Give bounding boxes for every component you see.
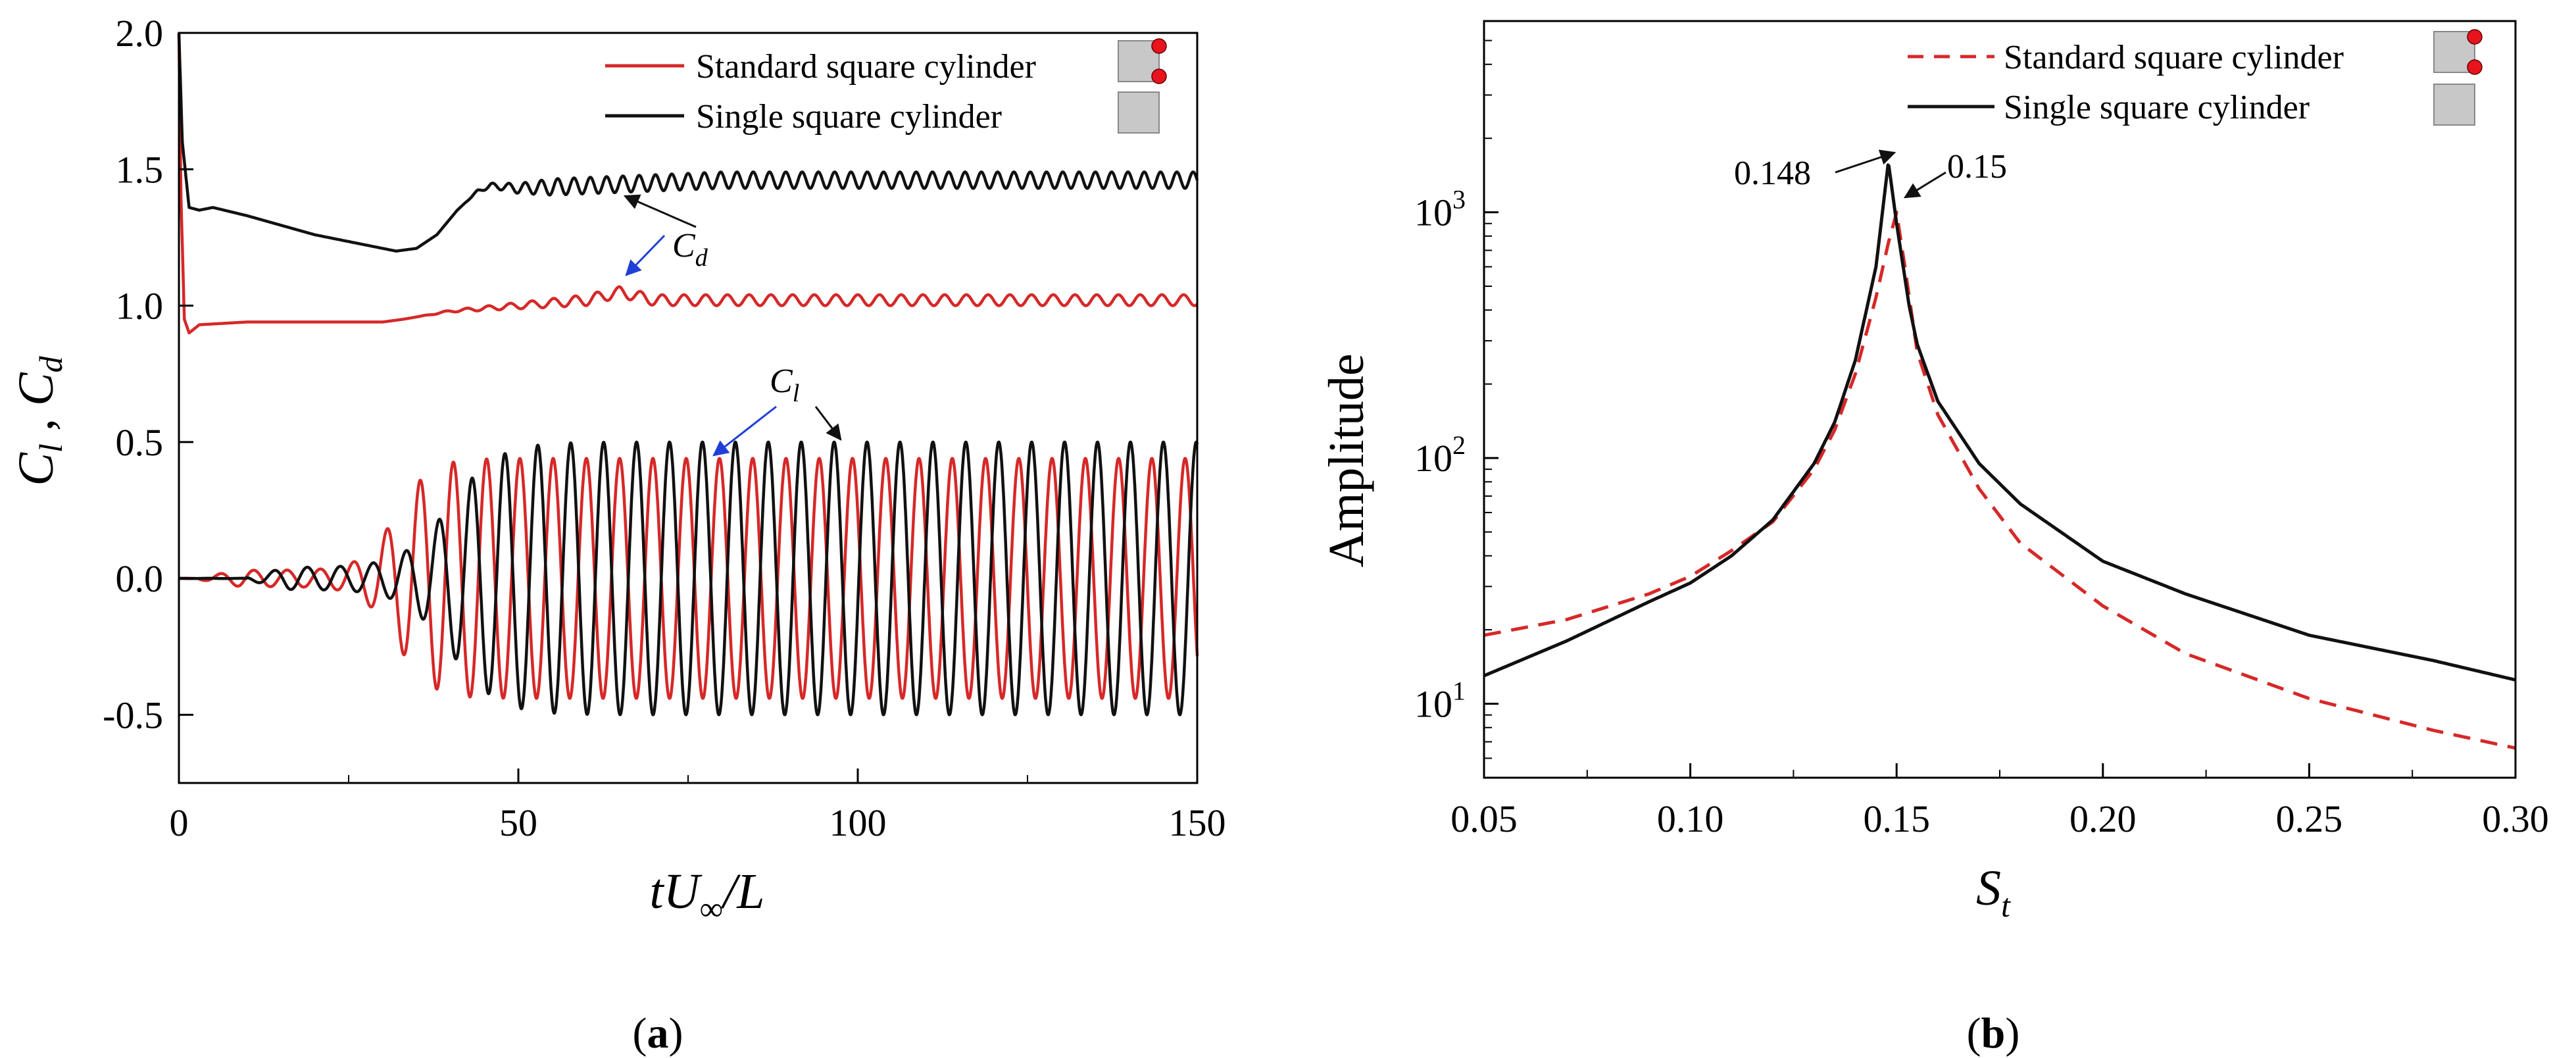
panel-b-x-tick-label: 0.20: [2069, 797, 2137, 840]
panel-a-y-tick-label: 0.5: [116, 421, 164, 464]
panel-b-annotations: 0.148 0.15: [1734, 148, 2007, 199]
b-x-title-s: S: [1976, 861, 2001, 916]
x-title-rest: /L: [720, 864, 764, 919]
peak-arrow-0148: [1835, 149, 1896, 174]
x-title-inf-sub: ∞: [699, 890, 723, 927]
panel-b-y-axis-title: Amplitude: [1319, 353, 1374, 567]
panel-a-y-tick-label: -0.5: [103, 693, 163, 736]
cd-label-sub: d: [695, 244, 708, 272]
panel-b-plot-frame: [1483, 20, 2517, 779]
panel-a-y-tick-label: 2.0: [116, 12, 164, 55]
panel-a-y-tick-label: 1.5: [116, 148, 164, 191]
panel-b-ticks: 0.05 0.10 0.15 0.20 0.25 0.30 101 102 103: [1414, 20, 2549, 840]
panel-a-series-cl-standard: [178, 457, 1199, 700]
x-title-t: t: [649, 864, 664, 919]
cd-label-main: C: [672, 227, 696, 264]
panel-b-x-tick-label: 0.15: [1863, 797, 1930, 840]
panel-b-chart: 0.05 0.10 0.15 0.20 0.25 0.30 101 102 103 Amplit…: [1319, 20, 2549, 1057]
legend-a-dot-bottom-icon: [1151, 68, 1167, 84]
panel-b-curves: [1483, 163, 2517, 750]
panel-b-x-axis-title: St: [1976, 861, 2011, 924]
panel-a-x-tick-label: 100: [830, 801, 887, 844]
panel-a-annotations: Cd Cl: [623, 194, 842, 457]
panel-a-ticks: 0 50 100 150 -0.5 0.0 0.5 1.0 1.5 2.0: [103, 12, 1226, 844]
legend-b-dot-bottom-icon: [2467, 59, 2483, 75]
legend-a-cylinder-single-icon: [1118, 91, 1160, 134]
peak-label-015: 0.15: [1947, 148, 2007, 186]
cl-label-main: C: [770, 363, 793, 400]
panel-b-x-tick-label: 0.05: [1450, 797, 1518, 840]
cd-arrow-black: [623, 194, 697, 228]
legend-b-label-single: Single square cylinder: [2004, 89, 2310, 126]
legend-a-label-standard: Standard square cylinder: [696, 48, 1036, 86]
legend-b-cylinder-single-icon: [2433, 84, 2475, 126]
y-title-cl-sub: l: [32, 443, 69, 453]
cl-annotation-label: Cl: [770, 363, 799, 407]
panel-a-x-tick-label: 0: [170, 801, 189, 844]
panel-a-chart: 0 50 100 150 -0.5 0.0 0.5 1.0 1.5 2.0 Cl , Cd tU∞…: [9, 12, 1226, 1057]
legend-a-dot-top-icon: [1151, 38, 1167, 54]
panel-b-x-tick-label: 0.25: [2276, 797, 2343, 840]
panel-b-x-tick-label: 0.30: [2482, 797, 2549, 840]
panel-b-legend: Standard square cylinder Single square c…: [1908, 29, 2483, 126]
panel-b-series-standard: [1483, 211, 2517, 750]
panel-a-y-tick-label: 1.0: [116, 285, 164, 328]
panel-b-y-tick-label: 102: [1414, 430, 1466, 480]
legend-a-label-single: Single square cylinder: [696, 98, 1002, 136]
panel-a-series-cl-single: [178, 440, 1199, 717]
panel-b-caption: (b): [1967, 1009, 2020, 1057]
legend-b-dot-top-icon: [2467, 29, 2483, 45]
x-title-u: U: [664, 864, 703, 919]
panel-b-y-tick-label: 103: [1414, 185, 1466, 234]
panel-a-x-tick-label: 150: [1169, 801, 1226, 844]
panel-a-x-axis-title: tU∞/L: [649, 864, 764, 927]
y-title-cl: C: [9, 452, 64, 486]
panel-a-legend: Standard square cylinder Single square c…: [605, 38, 1167, 136]
y-title-cd: C: [9, 372, 64, 406]
peak-label-0148: 0.148: [1734, 155, 1811, 192]
cl-arrow-blue: [712, 405, 777, 457]
panel-a-caption-letter: a: [647, 1009, 669, 1057]
panel-b-caption-letter: b: [1981, 1009, 2006, 1057]
panel-a-y-axis-title: Cl , Cd: [9, 355, 69, 486]
panel-a-y-tick-label: 0.0: [116, 557, 164, 600]
cd-annotation-label: Cd: [672, 227, 708, 272]
panel-a-x-tick-label: 50: [499, 801, 537, 844]
y-title-sep: ,: [9, 406, 64, 443]
cl-label-sub: l: [793, 380, 800, 407]
y-title-cd-sub: d: [32, 355, 69, 372]
cl-arrow-black: [814, 406, 842, 441]
panel-a-curves: [177, 32, 1199, 717]
panel-a-series-cd-single: [177, 32, 1199, 253]
cd-arrow-blue: [625, 234, 666, 276]
peak-arrow-015: [1903, 171, 1946, 199]
panel-b-y-tick-label: 101: [1414, 676, 1466, 726]
panel-a-series-cd-standard: [177, 32, 1199, 335]
panel-a-caption: (a): [633, 1009, 683, 1057]
panel-b-series-single: [1483, 163, 2517, 682]
legend-b-label-standard: Standard square cylinder: [2004, 39, 2344, 76]
b-x-title-sub: t: [2001, 887, 2011, 924]
panel-b-x-tick-label: 0.10: [1657, 797, 1724, 840]
